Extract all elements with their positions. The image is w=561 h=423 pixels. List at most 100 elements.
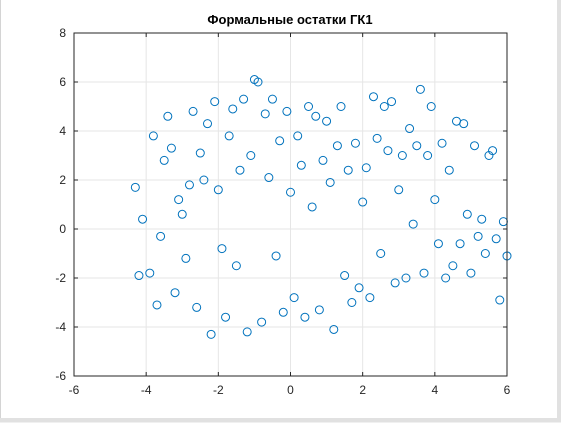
data-point [177, 209, 187, 219]
data-point [307, 202, 317, 212]
y-tick-labels: -6 -4 -2 0 2 4 6 8 [55, 26, 66, 383]
data-point [246, 151, 256, 160]
data-point [170, 288, 180, 298]
data-point [188, 106, 198, 116]
data-point [206, 329, 216, 339]
window-edge-bottom [0, 418, 561, 422]
data-point [415, 84, 425, 94]
data-point [325, 177, 335, 187]
data-point [491, 234, 501, 244]
data-point [221, 312, 231, 322]
data-point [314, 305, 324, 315]
data-point [340, 271, 350, 281]
x-tick-label: 0 [287, 383, 294, 397]
data-point [430, 195, 440, 205]
y-tick-label: -4 [55, 320, 66, 334]
data-point [260, 109, 270, 119]
data-point [235, 165, 245, 175]
data-point [379, 102, 389, 111]
data-point [466, 268, 476, 278]
data-point [192, 302, 202, 312]
data-point [368, 92, 378, 102]
data-point [253, 77, 263, 87]
data-point [426, 102, 436, 111]
data-point [286, 187, 295, 197]
data-point [437, 138, 447, 148]
data-point [181, 253, 191, 263]
data-point [401, 273, 411, 283]
data-point [332, 141, 342, 151]
data-point [304, 102, 314, 111]
data-point [134, 271, 144, 281]
data-point [350, 138, 360, 148]
y-tick-label: 0 [59, 222, 66, 236]
data-point [495, 295, 505, 305]
data-point [462, 209, 472, 219]
data-point [210, 97, 220, 107]
data-point [242, 327, 252, 337]
data-point [231, 261, 241, 271]
data-point [199, 175, 209, 185]
data-point [383, 146, 393, 156]
x-tick-label: 2 [359, 383, 366, 397]
data-points [130, 75, 512, 339]
data-point [433, 239, 443, 249]
y-tick-label: 6 [59, 75, 66, 89]
data-point [343, 165, 353, 175]
data-point [275, 136, 285, 146]
data-point [257, 317, 267, 327]
data-point [267, 94, 277, 104]
data-point [488, 146, 498, 156]
data-point [203, 119, 213, 129]
data-point [195, 148, 205, 158]
data-point [130, 182, 140, 192]
data-point [358, 197, 368, 207]
data-point [264, 173, 274, 183]
data-point [174, 195, 184, 205]
data-point [156, 231, 166, 241]
data-point [408, 219, 418, 229]
y-tick-label: 4 [59, 124, 66, 138]
data-point [296, 160, 306, 170]
data-point [444, 165, 454, 175]
data-point [394, 185, 404, 195]
x-tick-label: -4 [141, 383, 152, 397]
data-point [376, 249, 386, 258]
data-point [455, 239, 465, 249]
data-point [224, 131, 234, 141]
y-tick-label: 2 [59, 173, 66, 187]
data-point [448, 261, 458, 271]
data-point [397, 151, 407, 160]
data-point [336, 102, 346, 111]
y-tick-label: -2 [55, 271, 66, 285]
data-point [278, 307, 288, 317]
data-point [387, 97, 397, 107]
y-tick-label: -6 [55, 369, 66, 383]
y-tick-label: 8 [59, 26, 66, 40]
x-tick-labels: -6 -4 -2 0 2 4 6 [69, 383, 511, 397]
data-point [289, 293, 299, 303]
data-point [184, 180, 194, 190]
axis-ticks [73, 32, 508, 377]
data-point [459, 119, 469, 129]
data-point [419, 268, 429, 278]
data-point [271, 251, 281, 261]
data-point [354, 283, 364, 293]
data-point [365, 293, 375, 303]
data-point [372, 133, 382, 143]
data-point [163, 111, 173, 121]
data-point [480, 249, 490, 258]
data-point [300, 312, 310, 322]
data-point [239, 94, 249, 104]
data-point [159, 155, 169, 165]
data-point [282, 106, 292, 116]
data-point [213, 185, 223, 195]
data-point [228, 104, 238, 114]
data-point [322, 116, 332, 126]
data-point [477, 214, 487, 224]
data-point [217, 244, 227, 254]
data-point [412, 141, 422, 151]
x-tick-label: -6 [69, 383, 80, 397]
